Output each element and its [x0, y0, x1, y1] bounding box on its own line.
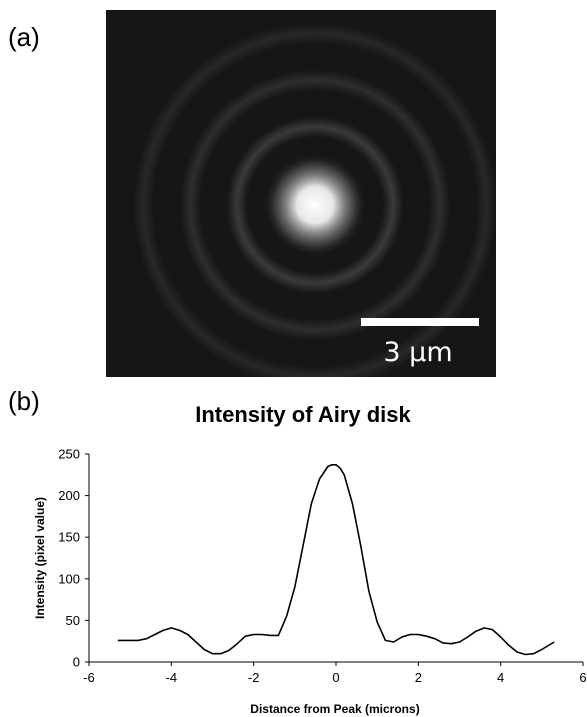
y-axis-ticks: 0 50 100 150 200 250 — [58, 447, 89, 670]
y-tick-label: 150 — [58, 530, 80, 545]
intensity-chart: Intensity of Airy disk 0 50 100 150 200 250 -… — [0, 390, 587, 717]
chart-title: Intensity of Airy disk — [195, 402, 411, 427]
scale-bar — [361, 318, 479, 326]
y-tick-label: 0 — [73, 655, 80, 670]
airy-disk-micrograph: 3 μm — [106, 10, 496, 377]
y-tick-label: 250 — [58, 447, 80, 462]
central-bright-spot — [263, 153, 367, 257]
panel-a-label: (a) — [8, 22, 40, 53]
x-tick-label: 4 — [497, 670, 504, 685]
y-tick-label: 100 — [58, 571, 80, 586]
y-tick-label: 200 — [58, 488, 80, 503]
y-axis-title: Intensity (pixel value) — [33, 497, 47, 619]
x-axis-title: Distance from Peak (microns) — [250, 702, 419, 716]
y-tick-label: 50 — [66, 613, 80, 628]
x-tick-label: -2 — [248, 670, 260, 685]
x-tick-label: 0 — [332, 670, 339, 685]
x-tick-label: -6 — [83, 670, 95, 685]
x-axis-ticks: -6 -4 -2 0 2 4 6 — [83, 662, 586, 685]
intensity-profile-line — [118, 465, 554, 655]
scale-bar-label: 3 μm — [383, 337, 452, 368]
x-tick-label: -4 — [166, 670, 178, 685]
x-tick-label: 6 — [579, 670, 586, 685]
x-tick-label: 2 — [415, 670, 422, 685]
